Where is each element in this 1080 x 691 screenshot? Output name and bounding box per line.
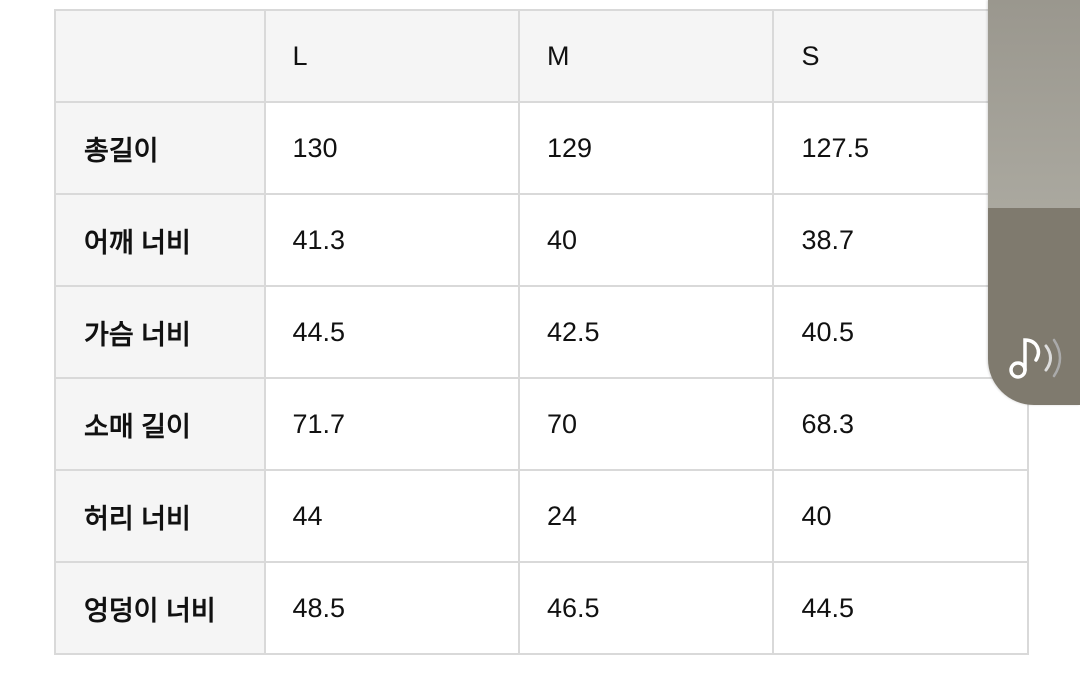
table-row: 총길이 130 129 127.5 [54,101,1029,195]
value-cell: 41.3 [263,193,520,287]
table-row: 허리 너비 44 24 40 [54,469,1029,563]
header-cell: S [772,9,1029,103]
music-note-sound-icon[interactable] [1006,332,1066,382]
value-cell: 44.5 [263,285,520,379]
table-row: 소매 길이 71.7 70 68.3 [54,377,1029,471]
value-cell: 40 [772,469,1029,563]
table-row: 엉덩이 너비 48.5 46.5 44.5 [54,561,1029,655]
table-row: 가슴 너비 44.5 42.5 40.5 [54,285,1029,379]
value-cell: 48.5 [263,561,520,655]
value-cell: 38.7 [772,193,1029,287]
row-label: 엉덩이 너비 [54,561,266,655]
table-header-row: L M S [54,9,1029,103]
panel-top [988,0,1080,208]
row-label: 소매 길이 [54,377,266,471]
value-cell: 44 [263,469,520,563]
value-cell: 130 [263,101,520,195]
value-cell: 40 [517,193,775,287]
value-cell: 70 [517,377,775,471]
value-cell: 127.5 [772,101,1029,195]
row-label: 허리 너비 [54,469,266,563]
row-label: 총길이 [54,101,266,195]
row-label: 어깨 너비 [54,193,266,287]
value-cell: 68.3 [772,377,1029,471]
value-cell: 24 [517,469,775,563]
value-cell: 46.5 [517,561,775,655]
value-cell: 42.5 [517,285,775,379]
header-cell: L [263,9,520,103]
table-row: 어깨 너비 41.3 40 38.7 [54,193,1029,287]
header-cell [54,9,266,103]
row-label: 가슴 너비 [54,285,266,379]
value-cell: 40.5 [772,285,1029,379]
header-cell: M [517,9,775,103]
value-cell: 129 [517,101,775,195]
value-cell: 44.5 [772,561,1029,655]
size-table: L M S 총길이 130 129 127.5 어깨 너비 41.3 40 38.7 가슴 너비… [54,9,1029,655]
floating-audio-panel[interactable] [988,0,1080,405]
value-cell: 71.7 [263,377,520,471]
